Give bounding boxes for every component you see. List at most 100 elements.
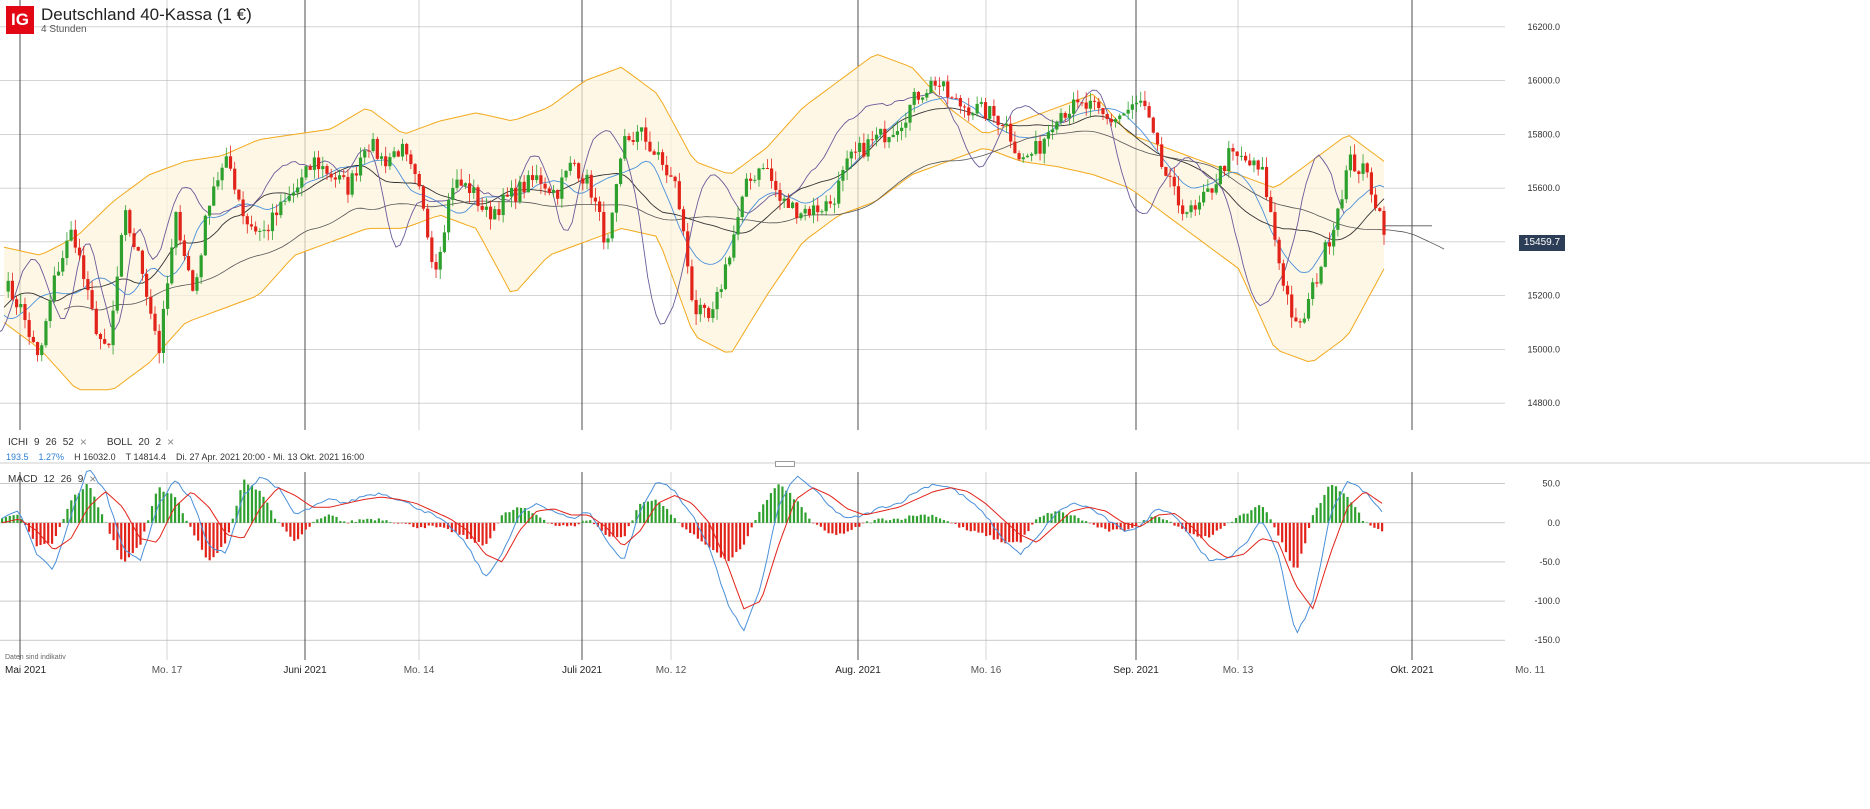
macd-histogram-bar <box>58 522 61 527</box>
macd-histogram-bar <box>908 515 911 523</box>
candle-body <box>35 342 40 356</box>
macd-histogram-bar <box>1250 510 1253 523</box>
candle-body <box>266 229 270 232</box>
candle-body <box>845 158 849 171</box>
macd-histogram-bar <box>546 522 550 524</box>
candle-body <box>279 201 283 216</box>
interval-label[interactable]: 4 Stunden <box>41 24 87 35</box>
macd-histogram-bar <box>566 522 569 527</box>
candle-body <box>1281 263 1285 286</box>
candle-body <box>233 168 237 190</box>
candle-body <box>723 264 728 290</box>
candle-body <box>145 273 149 297</box>
candle-body <box>430 237 434 263</box>
macd-histogram-bar <box>569 522 573 526</box>
candle-body <box>577 163 581 179</box>
candle-body <box>426 208 430 238</box>
macd-histogram-bar <box>54 522 58 537</box>
macd-histogram-bar <box>704 522 707 545</box>
candle-body <box>312 157 316 170</box>
close-icon[interactable]: × <box>89 472 97 486</box>
macd-histogram-bar <box>443 522 446 528</box>
macd-histogram-bar <box>1027 522 1030 532</box>
candle-body <box>1340 199 1344 209</box>
candle-body <box>887 137 891 143</box>
macd-histogram-bar <box>550 522 553 524</box>
candle-body <box>660 152 665 165</box>
macd-histogram-bar <box>685 522 688 530</box>
candle-body <box>522 181 526 193</box>
candle-body <box>761 168 765 170</box>
candle-body <box>1357 171 1361 174</box>
candle-body <box>644 127 648 142</box>
candle-body <box>732 234 736 258</box>
candle-body <box>90 290 94 309</box>
chikou-line <box>0 89 1345 332</box>
candle-body <box>1080 102 1084 104</box>
candle-body <box>388 157 392 167</box>
macd-histogram-bar <box>1085 521 1088 523</box>
candle-body <box>652 151 656 155</box>
candle-body <box>98 334 103 340</box>
macd-histogram-bar <box>1054 511 1057 523</box>
macd-histogram-bar <box>77 493 81 523</box>
macd-histogram-bar <box>454 522 457 533</box>
candle-body <box>1336 208 1340 230</box>
candle-body <box>249 224 254 227</box>
candle-body <box>1030 153 1034 156</box>
macd-histogram-bar <box>1242 513 1245 523</box>
macd-label[interactable]: MACD <box>8 473 38 485</box>
macd-histogram-bar <box>523 508 526 523</box>
macd-histogram-bar <box>250 485 254 523</box>
macd-histogram-bar <box>1231 521 1234 523</box>
candle-body <box>1151 117 1155 133</box>
candle-body <box>556 189 560 199</box>
candle-body <box>1113 119 1118 123</box>
candle-body <box>707 307 711 319</box>
macd-histogram-bar <box>1050 513 1053 523</box>
macd-histogram-bar <box>285 522 288 532</box>
macd-histogram-bar <box>1204 522 1207 537</box>
candle-body <box>698 304 702 315</box>
boll-label[interactable]: BOLL <box>106 436 133 448</box>
candle-body <box>157 330 161 353</box>
macd-histogram-bar <box>892 518 896 523</box>
macd-histogram-bar <box>1100 522 1103 528</box>
macd-histogram-bar <box>846 522 849 532</box>
candle-body <box>853 151 858 153</box>
candle-body <box>711 309 715 319</box>
candle-body <box>300 177 304 188</box>
macd-histogram-bar <box>477 522 480 542</box>
close-icon[interactable]: × <box>79 435 87 449</box>
candle-body <box>803 208 807 214</box>
candle-body <box>1059 113 1063 122</box>
macd-histogram-bar <box>1031 522 1034 525</box>
macd-histogram-bar <box>673 518 676 523</box>
close-icon[interactable]: × <box>167 435 175 449</box>
macd-histogram-bar <box>4 517 8 523</box>
candle-body <box>1000 125 1004 127</box>
macd-histogram-bar <box>1123 522 1126 532</box>
candle-body <box>547 188 551 193</box>
macd-histogram-bar <box>888 520 892 523</box>
macd-histogram-bar <box>938 518 942 523</box>
candle-body <box>291 192 296 196</box>
macd-histogram-bar <box>681 522 684 528</box>
candle-body <box>568 162 572 171</box>
macd-histogram-bar <box>293 522 296 541</box>
ichi-label[interactable]: ICHI <box>8 436 28 448</box>
candle-body <box>94 308 98 335</box>
macd-histogram-bar <box>1323 494 1326 523</box>
data-disclaimer: Daten sind indikativ <box>5 654 66 661</box>
candle-body <box>1365 163 1369 173</box>
candle-body <box>497 209 501 216</box>
time-axis-label: Sep. 2021 <box>1113 665 1159 676</box>
macd-histogram-bar <box>431 522 434 526</box>
change-percent: 1.27% <box>38 452 65 462</box>
macd-histogram-bar <box>1073 515 1076 523</box>
pane-resize-handle[interactable] <box>775 461 795 467</box>
candle-body <box>1306 299 1311 319</box>
candle-body <box>421 186 426 209</box>
macd-histogram-bar <box>1292 522 1295 568</box>
